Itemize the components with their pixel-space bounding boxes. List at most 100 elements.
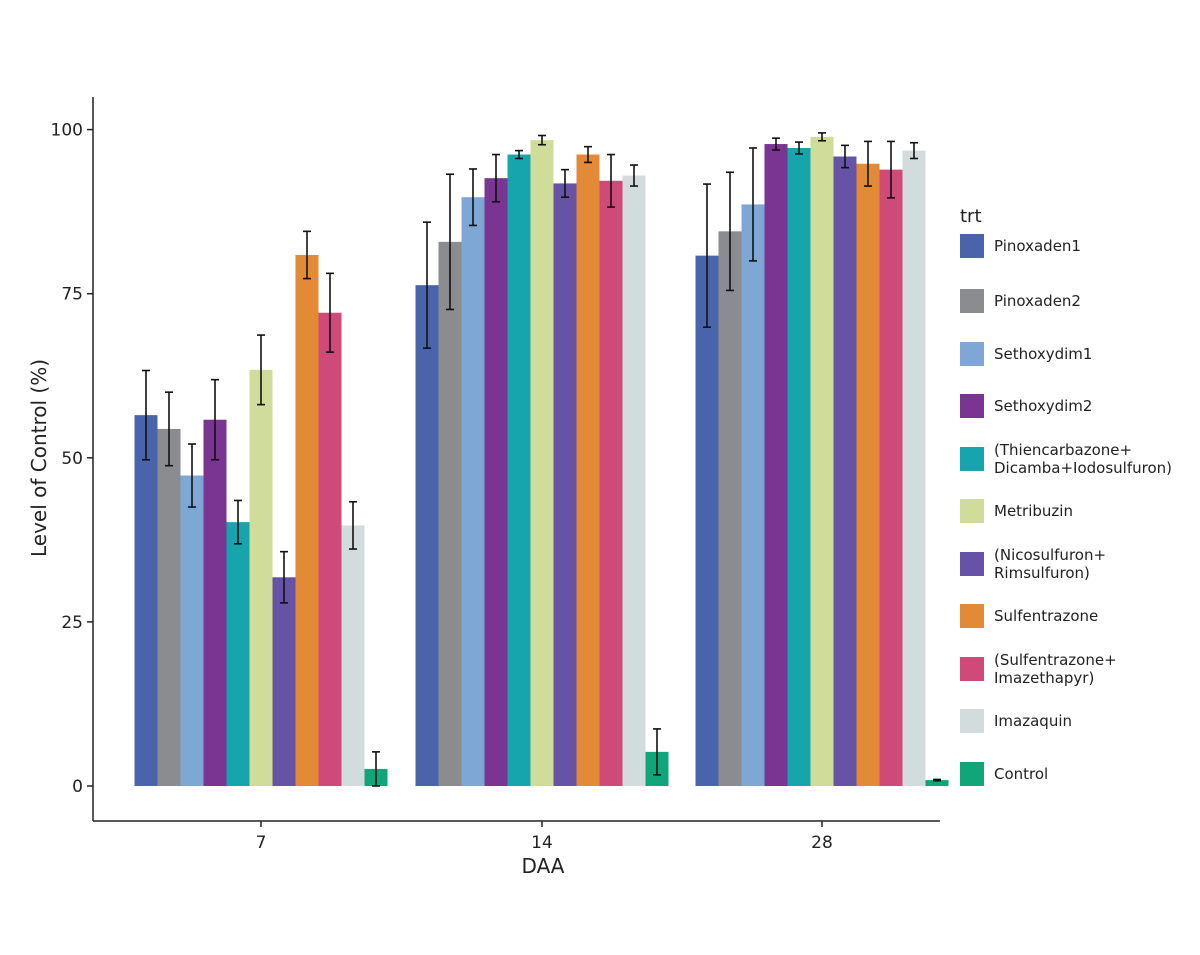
bar-8-7 [295, 254, 319, 786]
legend-label: Pinoxaden2 [994, 292, 1081, 310]
legend-item-10: Imazaquin [960, 709, 1072, 733]
error-bar-7-7 [280, 550, 288, 604]
legend-label: Sethoxydim1 [994, 345, 1092, 363]
error-bars-layer [142, 132, 941, 787]
error-bar-10-28 [910, 141, 918, 160]
error-bar-1-7 [142, 369, 150, 461]
legend-item-3: Sethoxydim1 [960, 342, 1092, 366]
legend-label: Pinoxaden1 [994, 237, 1081, 255]
error-bar-5-28 [795, 141, 803, 155]
legend-swatch [960, 289, 984, 313]
error-bar-7-28 [841, 144, 849, 169]
bar-3-28 [741, 204, 765, 787]
legend-label: Imazaquin [994, 712, 1072, 730]
bar-2-14 [438, 241, 462, 786]
legend-item-6: Metribuzin [960, 499, 1073, 523]
bar-9-7 [318, 312, 342, 786]
bar-8-28 [856, 163, 880, 787]
legend-label: (Nicosulfuron+ [994, 546, 1106, 564]
bar-4-14 [484, 178, 508, 787]
y-tick-label-0: 0 [72, 777, 83, 797]
error-bar-10-7 [349, 500, 357, 550]
legend-swatch [960, 657, 984, 681]
legend-label: Imazethapyr) [994, 669, 1094, 687]
legend-label: Sethoxydim2 [994, 397, 1092, 415]
bar-5-28 [787, 147, 811, 787]
bar-9-28 [879, 169, 903, 787]
bar-2-28 [718, 231, 742, 787]
x-tick-label-7: 7 [256, 833, 267, 853]
error-bar-3-7 [188, 443, 196, 508]
error-bar-10-14 [630, 164, 638, 187]
legend-item-5: (Thiencarbazone+Dicamba+Iodosulfuron) [960, 441, 1172, 477]
bar-8-14 [576, 154, 600, 786]
legend-label: Dicamba+Iodosulfuron) [994, 459, 1172, 477]
error-bar-11-28 [933, 778, 941, 782]
legend-swatch [960, 342, 984, 366]
legend-swatch [960, 394, 984, 418]
error-bar-1-28 [703, 183, 711, 328]
legend-swatch [960, 552, 984, 576]
bar-4-28 [764, 144, 788, 787]
bar-7-7 [272, 577, 296, 786]
error-bar-2-28 [726, 171, 734, 292]
legend-swatch [960, 709, 984, 733]
legend-item-4: Sethoxydim2 [960, 394, 1092, 418]
bar-7-28 [833, 156, 857, 787]
legend-swatch [960, 234, 984, 258]
bar-3-7 [180, 475, 204, 786]
y-tick-label-25: 25 [61, 613, 83, 633]
error-bar-3-14 [469, 168, 477, 227]
legend-label: Rimsulfuron) [994, 564, 1090, 582]
bar-6-28 [810, 136, 834, 786]
legend-swatch [960, 604, 984, 628]
x-tick-label-28: 28 [811, 833, 833, 853]
bar-6-7 [249, 369, 273, 786]
error-bar-4-14 [492, 153, 500, 203]
bar-3-14 [461, 197, 485, 786]
error-bar-9-28 [887, 140, 895, 199]
x-axis-title: DAA [522, 854, 565, 878]
legend-label: Control [994, 765, 1048, 783]
error-bar-8-14 [584, 145, 592, 164]
y-tick-label-100: 100 [51, 121, 83, 141]
bar-1-28 [695, 255, 719, 787]
bar-11-28 [925, 780, 949, 786]
error-bar-1-14 [423, 221, 431, 349]
error-bar-6-28 [818, 132, 826, 142]
bar-9-14 [599, 180, 623, 786]
error-bar-7-14 [561, 168, 569, 199]
bar-6-14 [530, 140, 554, 786]
error-bar-5-14 [515, 149, 523, 160]
bar-10-14 [622, 175, 646, 787]
bar-10-28 [902, 150, 926, 786]
y-tick-label-75: 75 [61, 285, 83, 305]
error-bar-8-7 [303, 230, 311, 280]
error-bar-4-7 [211, 378, 219, 461]
error-bar-11-14 [653, 728, 661, 776]
legend-item-8: Sulfentrazone [960, 604, 1098, 628]
legend-label: (Thiencarbazone+ [994, 441, 1132, 459]
legend-item-9: (Sulfentrazone+Imazethapyr) [960, 651, 1117, 687]
bar-2-7 [157, 428, 181, 786]
legend-swatch [960, 499, 984, 523]
error-bar-6-14 [538, 134, 546, 146]
error-bar-2-7 [165, 391, 173, 467]
error-bar-11-7 [372, 751, 380, 787]
legend-label: Metribuzin [994, 502, 1073, 520]
legend-label: (Sulfentrazone+ [994, 651, 1117, 669]
y-axis-title: Level of Control (%) [27, 359, 51, 557]
error-bar-3-28 [749, 147, 757, 262]
bar-10-7 [341, 525, 365, 786]
bar-5-14 [507, 154, 531, 786]
bar-1-7 [134, 415, 158, 786]
error-bar-6-7 [257, 334, 265, 406]
legend-swatch [960, 762, 984, 786]
axes-layer: 0 25 50 75 100 7 14 28 [51, 97, 940, 853]
error-bar-2-14 [446, 173, 454, 311]
error-bar-4-28 [772, 137, 780, 151]
bar-1-14 [415, 285, 439, 786]
y-tick-label-50: 50 [61, 449, 83, 469]
bar-7-14 [553, 183, 577, 786]
